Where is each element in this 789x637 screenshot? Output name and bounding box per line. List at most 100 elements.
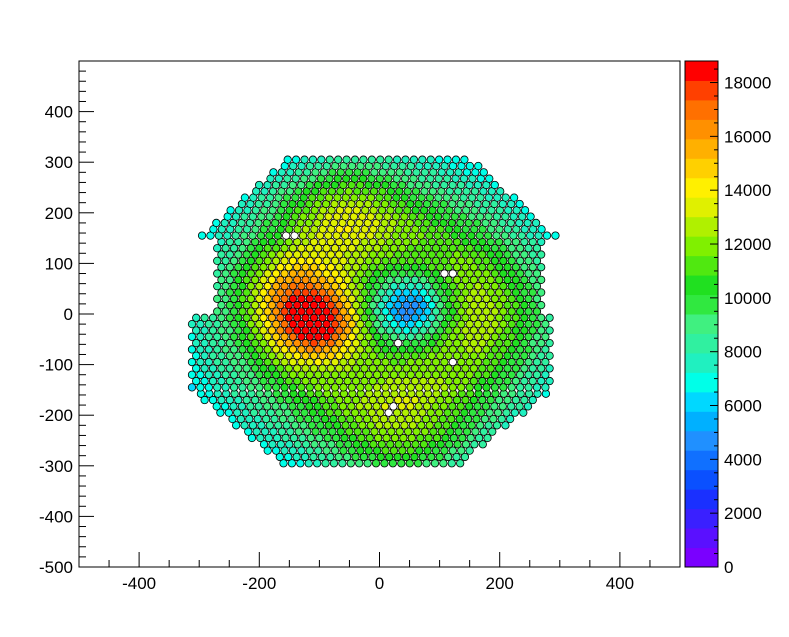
heatmap-cell: [394, 326, 403, 335]
heatmap-cell: [217, 275, 226, 284]
heatmap-cell: [263, 294, 272, 303]
heatmap-cell: [385, 301, 394, 310]
heatmap-cell: [330, 307, 340, 316]
heatmap-cell: [452, 326, 462, 335]
heatmap-cell: [528, 376, 537, 386]
heatmap-cell: [448, 370, 457, 379]
heatmap-cell: [259, 338, 268, 348]
heatmap-cell: [511, 313, 521, 322]
heatmap-cell: [318, 376, 327, 386]
heatmap-cell: [242, 338, 251, 348]
heatmap-cell: [259, 326, 268, 335]
heatmap-cell: [524, 269, 533, 278]
heatmap-cell: [430, 459, 440, 468]
heatmap-cell: [511, 338, 521, 348]
heatmap-cell: [436, 301, 445, 310]
heatmap-cell: [486, 250, 495, 259]
heatmap-cell: [192, 376, 201, 386]
heatmap-cell: [473, 332, 483, 341]
heatmap-cell: [187, 332, 197, 341]
heatmap-cell: [225, 288, 234, 297]
heatmap-cell: [339, 282, 348, 291]
heatmap-cell: [229, 269, 239, 278]
heatmap-cell: [368, 263, 378, 272]
heatmap-cell: [503, 351, 512, 360]
y-axis-tick-label: 100: [45, 254, 73, 273]
colorbar-segment: [685, 99, 718, 120]
heatmap-cell: [364, 269, 373, 278]
heatmap-cell: [335, 301, 344, 310]
heatmap-cell: [200, 364, 209, 373]
heatmap-cell: [347, 256, 356, 265]
heatmap-cell: [280, 319, 289, 329]
heatmap-cell: [272, 332, 281, 341]
heatmap-cell: [330, 446, 340, 455]
heatmap-cell: [520, 351, 529, 360]
heatmap-cell: [338, 459, 347, 468]
heatmap-cell: [309, 275, 319, 284]
heatmap-cell: [229, 307, 239, 316]
heatmap-cell: [213, 383, 222, 392]
heatmap-cell: [241, 408, 250, 417]
heatmap-cell: [406, 307, 415, 316]
heatmap-cell: [524, 282, 533, 291]
heatmap-cell: [516, 282, 525, 291]
heatmap-cell: [250, 250, 260, 259]
heatmap-cell: [322, 345, 331, 354]
heatmap-cell: [486, 288, 495, 297]
heatmap-cell: [293, 326, 302, 335]
heatmap-cell: [351, 288, 361, 297]
heatmap-cell: [420, 427, 430, 436]
heatmap-cell: [229, 282, 239, 291]
heatmap-cell: [276, 364, 285, 373]
heatmap-cell: [278, 414, 288, 424]
heatmap-cell: [440, 332, 449, 341]
heatmap-cell: [440, 357, 449, 367]
heatmap-cell: [208, 338, 218, 348]
heatmap-cell: [187, 383, 197, 392]
heatmap-cell: [452, 376, 462, 386]
heatmap-cell: [436, 288, 445, 297]
heatmap-cell: [499, 294, 508, 303]
heatmap-cell: [452, 288, 462, 297]
heatmap-cell: [267, 250, 277, 259]
heatmap-cell: [389, 307, 399, 316]
heatmap-cell: [389, 294, 399, 303]
heatmap-cell: [463, 414, 473, 424]
heatmap-cell: [301, 288, 310, 297]
colorbar-tick-label: 12000: [724, 235, 771, 254]
heatmap-cell: [363, 459, 372, 468]
heatmap-cell: [365, 433, 374, 443]
heatmap-cell: [341, 421, 350, 430]
heatmap-cell: [465, 383, 474, 392]
heatmap-cell: [347, 370, 356, 379]
heatmap-cell: [229, 256, 239, 265]
heatmap-cell: [392, 155, 402, 164]
heatmap-cell: [269, 168, 278, 177]
heatmap-cell: [444, 338, 453, 348]
heatmap-cell: [415, 244, 424, 253]
heatmap-cell: [255, 282, 264, 291]
heatmap-cell: [225, 275, 234, 284]
heatmap-cell: [423, 282, 432, 291]
heatmap-cell: [246, 402, 255, 411]
heatmap-cell: [415, 319, 424, 329]
heatmap-cell: [267, 263, 277, 272]
heatmap-cell: [322, 244, 331, 253]
heatmap-cell: [297, 256, 306, 265]
heatmap-cell: [288, 282, 298, 291]
heatmap-cell: [430, 414, 439, 424]
heatmap-cell: [385, 364, 394, 373]
heatmap-cell: [267, 364, 277, 373]
heatmap-cell: [308, 408, 318, 417]
heatmap-cell: [301, 364, 310, 373]
heatmap-cell: [276, 376, 285, 386]
heatmap-cell: [301, 250, 310, 259]
heatmap-cell: [422, 459, 431, 468]
heatmap-cell: [339, 357, 348, 367]
heatmap-cell: [288, 345, 298, 354]
heatmap-cell: [481, 402, 491, 411]
heatmap-cell: [478, 275, 487, 284]
heatmap-cell: [532, 282, 542, 291]
heatmap-cell: [352, 440, 361, 449]
